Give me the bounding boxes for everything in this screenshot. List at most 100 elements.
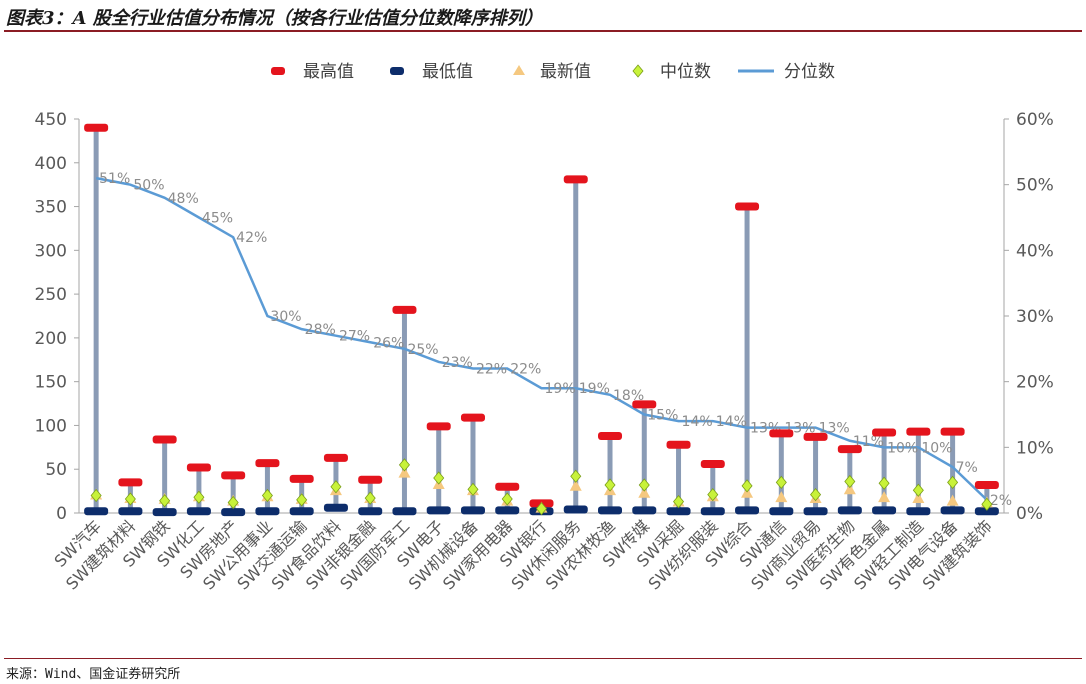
max-marker (255, 459, 280, 468)
min-marker (221, 508, 246, 517)
title-rule (4, 30, 1082, 32)
right-tick-label: 60% (1016, 110, 1054, 130)
median-marker (981, 497, 993, 511)
max-marker (666, 440, 691, 449)
latest-marker (775, 491, 788, 503)
median-marker (433, 471, 445, 485)
legend-label: 最低值 (422, 62, 473, 82)
max-marker (460, 413, 485, 422)
max-marker (392, 305, 417, 314)
median-marker (398, 458, 410, 472)
min-marker (84, 507, 109, 516)
min-marker (186, 507, 211, 516)
latest-marker (638, 486, 651, 498)
min-marker (872, 506, 897, 515)
percentile-label: 23% (442, 355, 473, 371)
max-marker (872, 428, 897, 437)
max-marker (598, 431, 623, 440)
min-marker (940, 506, 965, 515)
min-marker (563, 505, 588, 514)
right-tick-label: 0% (1016, 504, 1043, 524)
source-note: 来源：Wind、国金证券研究所 (6, 667, 181, 682)
latest-marker (569, 479, 582, 491)
latest-marker (946, 494, 959, 506)
left-tick-label: 0 (56, 504, 67, 524)
percentile-label: 14% (682, 414, 713, 430)
percentile-label: 45% (202, 211, 233, 227)
percentile-label: 22% (510, 362, 541, 378)
right-tick-label: 20% (1016, 373, 1054, 393)
min-marker (460, 506, 485, 515)
percentile-label: 26% (373, 335, 404, 351)
median-marker (227, 495, 239, 510)
max-marker (803, 432, 828, 441)
max-marker (152, 435, 177, 444)
legend-median-swatch (632, 64, 644, 78)
valuation-chart: 最高值 最低值 最新值 中位数 分位数 0 50 100 150 200 250 300 350 400… (35, 62, 1054, 593)
left-tick-label: 50 (45, 460, 67, 480)
median-marker (878, 476, 890, 490)
percentile-label: 22% (476, 362, 507, 378)
left-tick-label: 400 (35, 154, 67, 174)
left-tick-label: 300 (35, 241, 67, 261)
percentile-label: 27% (339, 329, 370, 345)
median-marker (90, 488, 102, 503)
percentile-label: 28% (305, 322, 336, 338)
max-marker (358, 475, 383, 484)
max-marker (940, 427, 965, 436)
min-marker (700, 507, 725, 516)
min-marker (426, 506, 451, 515)
median-marker (296, 493, 308, 507)
percentile-label: 15% (647, 408, 678, 424)
latest-marker (878, 491, 891, 503)
percentile-label: 7% (956, 460, 978, 476)
min-marker (769, 507, 794, 516)
percentile-label: 19% (545, 381, 576, 397)
percentile-label: 42% (236, 230, 267, 246)
median-marker (193, 490, 205, 504)
min-marker (598, 506, 623, 515)
legend-label: 最新值 (540, 62, 591, 82)
median-marker (159, 494, 171, 508)
legend-max-swatch (271, 67, 285, 75)
right-tick-label: 50% (1016, 176, 1054, 196)
percentile-line-group: 51% 50%48%45%42%30%28% 27% 26% 25%23% 22% 22%1… (95, 171, 1012, 509)
min-marker (666, 507, 691, 516)
x-axis-labels: SW汽车SW建筑材料SW钢铁SW化工SW房地产SW公用事业SW交通运输SW食品饮… (51, 516, 996, 593)
percentile-label: 30% (270, 309, 301, 325)
left-tick-label: 350 (35, 198, 67, 218)
figure-title: 图表3：A 股全行业估值分布情况（按各行业估值分位数降序排列） (6, 8, 543, 29)
median-marker (844, 474, 856, 489)
right-tick-label: 40% (1016, 241, 1054, 261)
left-tick-label: 450 (35, 110, 67, 130)
median-marker (707, 487, 719, 502)
legend-label: 中位数 (660, 62, 711, 82)
min-marker (803, 507, 828, 516)
percentile-line (95, 176, 988, 501)
max-marker (323, 453, 348, 462)
max-marker (974, 480, 999, 489)
median-marker (775, 475, 787, 489)
percentile-label: 25% (407, 342, 438, 358)
max-marker (495, 482, 520, 491)
min-marker (974, 507, 999, 516)
percentile-label: 13% (819, 421, 850, 437)
chart-legend: 最高值 最低值 最新值 中位数 分位数 (271, 62, 835, 82)
min-marker (735, 506, 760, 515)
max-marker (735, 202, 760, 211)
min-marker (495, 506, 520, 515)
min-marker (392, 507, 417, 516)
percentile-label: 10% (921, 440, 952, 456)
median-marker (501, 492, 513, 506)
median-marker (570, 469, 582, 483)
max-marker (769, 429, 794, 438)
max-marker (186, 463, 211, 472)
median-marker (638, 478, 650, 492)
max-marker (837, 445, 862, 454)
percentile-label: 18% (613, 388, 644, 404)
source-rule (4, 658, 1082, 659)
legend-label: 分位数 (784, 62, 835, 82)
min-marker (632, 506, 657, 515)
left-tick-label: 150 (35, 373, 67, 393)
median-marker (261, 488, 273, 503)
